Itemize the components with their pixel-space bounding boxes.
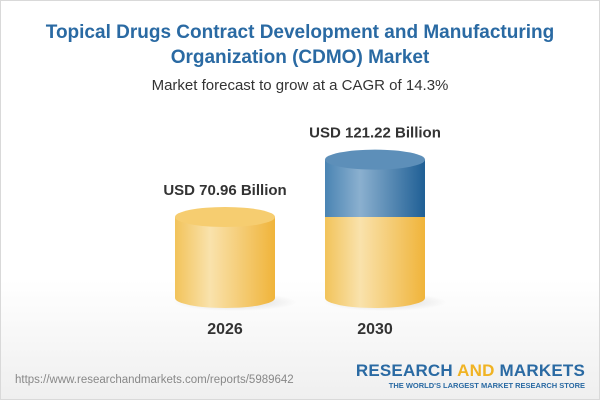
bar-2026-body [175, 217, 275, 308]
source-url[interactable]: https://www.researchandmarkets.com/repor… [15, 374, 294, 386]
bar-2026-top [175, 207, 275, 227]
data-label: USD 121.22 Billion [309, 125, 441, 142]
chart-subtitle: Market forecast to grow at a CAGR of 14.… [151, 77, 449, 94]
logo-text-3: MARKETS [494, 361, 585, 380]
logo-tagline: THE WORLD'S LARGEST MARKET RESEARCH STOR… [388, 381, 585, 390]
bar-2030-growth-top [325, 149, 425, 170]
logo-text-1: RESEARCH [355, 361, 458, 380]
bar-2030-base-body [325, 217, 425, 308]
chart-title: Topical Drugs Contract Development and M… [45, 22, 555, 68]
data-label: USD 70.96 Billion [163, 182, 286, 199]
category-label: 2026 [207, 321, 243, 338]
bar-2030-growth-body [325, 159, 425, 227]
research-and-markets-logo: RESEARCH AND MARKETS THE WORLD'S LARGEST… [355, 361, 585, 391]
category-label: 2030 [357, 321, 393, 338]
logo-text-2: AND [457, 361, 495, 380]
